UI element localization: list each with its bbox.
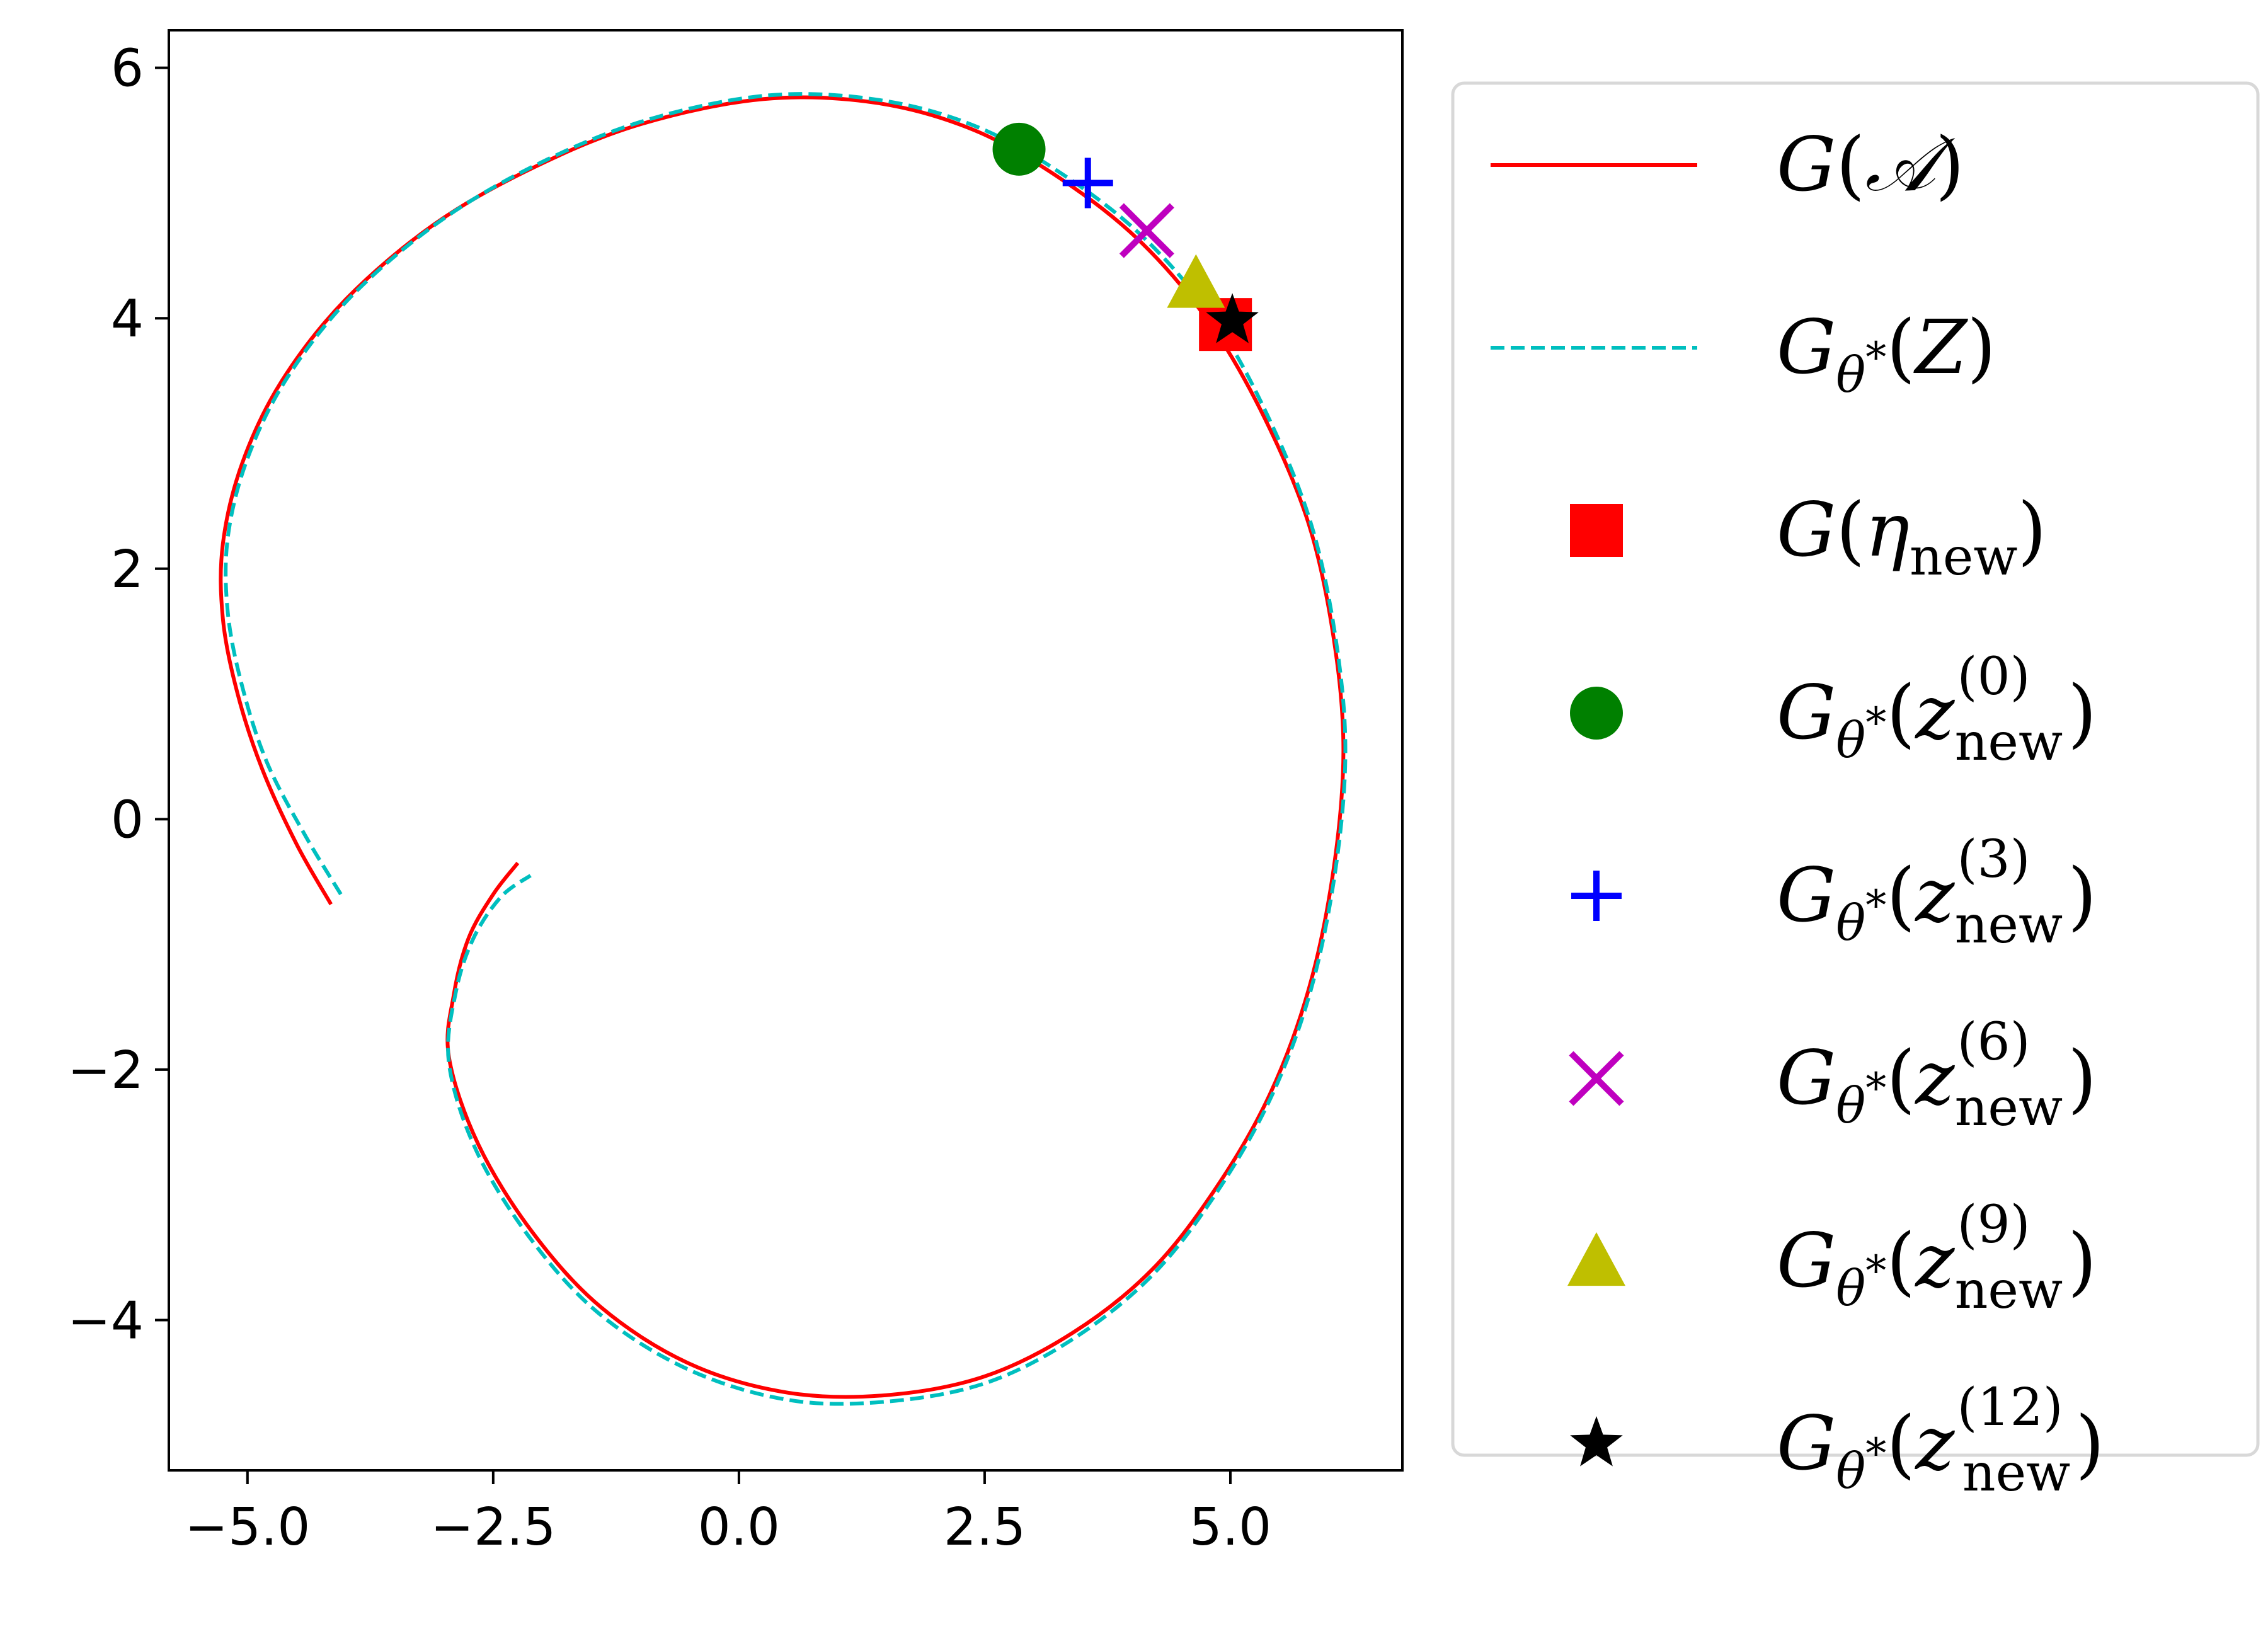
legend-label-part: * <box>1865 699 1886 747</box>
legend-label-part: ) <box>2075 1400 2104 1487</box>
legend-label-part: ( <box>1836 486 1865 573</box>
legend-entry-label: Gθ*(z(0) new) <box>1777 647 2097 772</box>
legend-entry-label: Gθ*(z(3) new) <box>1777 830 2097 955</box>
legend-label-part: new <box>1955 1261 2063 1320</box>
legend-label-part: Z <box>1913 304 1968 391</box>
legend-label-part: θ <box>1836 895 1865 952</box>
y-tick-label: −4 <box>67 1291 144 1351</box>
legend-label-part: new <box>1955 1078 2063 1138</box>
data-point-plus-0 <box>1062 157 1113 209</box>
legend-label-part: z <box>1914 1400 1955 1487</box>
ticks-layer: −5.0 −2.5 0.0 2.5 5.0 −4 −2 0 2 4 6 <box>67 39 1271 1557</box>
legend-handle-circle <box>1570 687 1623 740</box>
data-point-x-0 <box>1119 203 1174 258</box>
data-point-triangle-0 <box>1167 254 1225 308</box>
legend-label-part: G <box>1777 1400 1836 1487</box>
legend-label-part: G <box>1777 852 1836 939</box>
y-tick-label: 0 <box>111 790 144 850</box>
legend-label-part: ( <box>1886 304 1915 391</box>
legend-entry-label: G(𝒜) <box>1777 121 1964 208</box>
legend-label-part: * <box>1865 1247 1886 1295</box>
legend-entry-label: Gθ*(z(6) new) <box>1777 1012 2097 1138</box>
legend-entry-label: Gθ*(Z) <box>1777 304 1996 404</box>
legend-label-part: ) <box>2018 486 2047 573</box>
legend-label-part: (9) <box>1957 1195 2030 1255</box>
legend-label-part: θ <box>1836 712 1865 769</box>
legend-label-part: G <box>1777 1217 1836 1304</box>
legend-label-part: new <box>1910 527 2018 587</box>
legend-label-part: ( <box>1886 1034 1915 1121</box>
legend-label-part: θ <box>1836 1078 1865 1135</box>
legend-handle-plus <box>1571 871 1622 921</box>
data-point-star-0 <box>1206 293 1259 343</box>
legend-label-part: G <box>1777 304 1836 391</box>
legend-label-part: ( <box>1886 1400 1915 1487</box>
legend-label-part: z <box>1914 1217 1955 1304</box>
y-tick-label: 2 <box>111 540 144 600</box>
legend-label-part: ) <box>2068 1217 2097 1304</box>
legend-label-part: new <box>1955 712 2063 772</box>
legend-label-part: G <box>1777 1034 1836 1121</box>
legend-label-part: η <box>1865 486 1910 573</box>
legend-label-part: ( <box>1836 121 1865 208</box>
legend-label-part: z <box>1914 852 1955 939</box>
legend-label-part: ( <box>1886 669 1915 756</box>
y-tick-label: −2 <box>67 1041 144 1101</box>
legend-label-part: * <box>1865 1064 1886 1113</box>
legend-label-part: ( <box>1886 1217 1915 1304</box>
y-tick-label: 6 <box>111 39 144 99</box>
legend-handle-x <box>1569 1051 1624 1106</box>
legend: G(𝒜)Gθ*(Z)G(ηnew)Gθ*(z(0) new)Gθ*(z(3) new… <box>1451 81 2260 1503</box>
series-layer <box>219 92 1348 1406</box>
legend-label-part: θ <box>1836 1261 1865 1317</box>
legend-label-part: z <box>1914 669 1955 756</box>
legend-label-part: ) <box>2068 669 2097 756</box>
legend-entry-label: G(ηnew) <box>1777 486 2047 587</box>
legend-label-part: ) <box>1967 304 1996 391</box>
legend-label-part: new <box>1955 895 2063 955</box>
y-tick-label: 4 <box>111 289 144 349</box>
x-tick-label: 0.0 <box>698 1497 780 1557</box>
legend-label-part: (3) <box>1957 830 2030 890</box>
legend-label-part: ( <box>1886 852 1915 939</box>
x-tick-label: −2.5 <box>430 1497 556 1557</box>
legend-label-part: ) <box>2068 1034 2097 1121</box>
legend-handle-star <box>1570 1416 1623 1467</box>
legend-label-part: new <box>1962 1443 2071 1503</box>
legend-label-part: ) <box>2068 852 2097 939</box>
legend-label-part: * <box>1865 1429 1886 1478</box>
legend-label-part: (12) <box>1957 1378 2063 1438</box>
legend-label-part: G <box>1777 669 1836 756</box>
plot-frame <box>168 29 1404 1472</box>
legend-label-part: * <box>1865 881 1886 930</box>
x-tick-label: 5.0 <box>1189 1497 1271 1557</box>
legend-handle-triangle <box>1567 1232 1625 1286</box>
series-line-0 <box>219 95 1346 1399</box>
legend-label-part: G <box>1777 121 1836 208</box>
legend-label-part: θ <box>1836 1443 1865 1500</box>
data-point-circle-0 <box>992 122 1046 176</box>
legend-label-part: G <box>1777 486 1836 573</box>
legend-entry-label: Gθ*(z(9) new) <box>1777 1195 2097 1320</box>
legend-label-part: (6) <box>1957 1012 2030 1072</box>
legend-label-part: * <box>1865 333 1886 382</box>
x-tick-label: −5.0 <box>185 1497 310 1557</box>
legend-label-part: z <box>1914 1034 1955 1121</box>
legend-label-part: (0) <box>1957 647 2030 707</box>
legend-box <box>1451 81 2260 1457</box>
x-tick-label: 2.5 <box>944 1497 1026 1557</box>
series-line-1 <box>224 92 1348 1406</box>
legend-label-part: θ <box>1836 347 1865 404</box>
legend-label-part: ) <box>1935 121 1964 208</box>
legend-handle-square <box>1570 504 1623 557</box>
legend-entry-label: Gθ*(z(12) new) <box>1777 1378 2104 1503</box>
